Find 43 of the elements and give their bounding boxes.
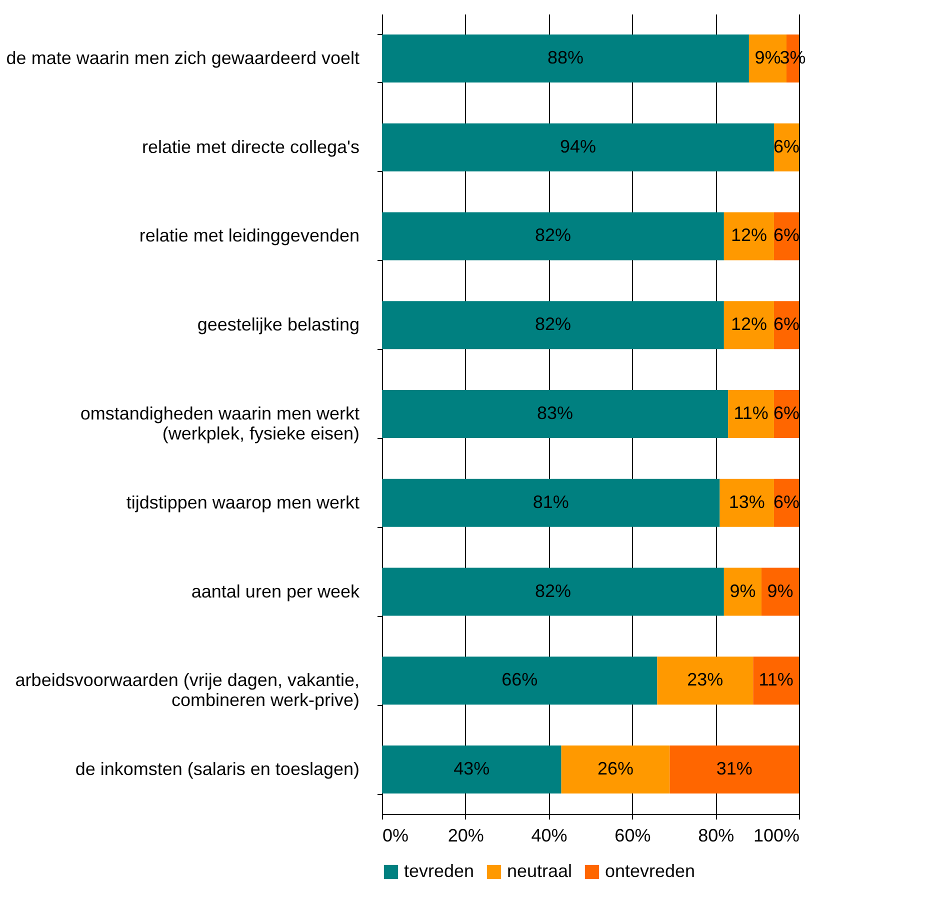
data-label: 9% bbox=[754, 47, 781, 68]
x-tick-label: 40% bbox=[531, 826, 568, 846]
y-tick-label: relatie met leidinggevenden bbox=[139, 226, 360, 246]
data-label: 83% bbox=[537, 403, 574, 423]
data-label: 43% bbox=[454, 758, 490, 779]
data-label: 13% bbox=[728, 492, 765, 512]
data-label: 6% bbox=[773, 225, 800, 246]
data-label: 11% bbox=[734, 403, 768, 423]
x-tick-label: 60% bbox=[614, 826, 651, 846]
x-tick-label: 0% bbox=[382, 826, 409, 846]
y-tick-label: de inkomsten (salaris en toeslagen) bbox=[75, 759, 360, 780]
data-label: 6% bbox=[773, 136, 800, 156]
x-tick-label: 100% bbox=[753, 826, 800, 846]
legend-label: tevreden bbox=[404, 861, 474, 881]
data-label: 88% bbox=[547, 47, 584, 68]
data-label: 9% bbox=[730, 580, 756, 601]
y-tick-label: de mate waarin men zich gewaardeerd voelt bbox=[6, 48, 360, 68]
data-label: 6% bbox=[773, 492, 800, 512]
data-label: 9% bbox=[767, 580, 794, 601]
legend-label: ontevreden bbox=[605, 861, 696, 881]
data-label: 11% bbox=[758, 670, 794, 690]
legend-label: neutraal bbox=[507, 861, 572, 881]
data-label: 6% bbox=[773, 314, 800, 334]
data-label: 26% bbox=[598, 758, 634, 779]
data-label: 12% bbox=[730, 225, 767, 246]
data-label: 82% bbox=[534, 225, 571, 246]
data-label: 66% bbox=[502, 670, 538, 690]
y-tick-label: aantal uren per week bbox=[191, 581, 360, 602]
data-label: 81% bbox=[532, 492, 569, 512]
x-tick-label: 20% bbox=[448, 826, 484, 846]
y-tick-label: relatie met directe collega's bbox=[142, 136, 360, 157]
y-tick-label: omstandigheden waarin men werkt (werkplek, fysieke eisen) bbox=[80, 404, 360, 444]
data-label: 31% bbox=[716, 758, 752, 779]
data-label: 94% bbox=[560, 136, 596, 156]
data-label: 82% bbox=[534, 580, 571, 601]
y-tick-label: geestelijke belasting bbox=[197, 314, 360, 335]
y-tick-label: arbeidsvoorwaarden (vrije dagen, vakantie, combineren werk-prive) bbox=[15, 670, 360, 710]
data-label: 6% bbox=[773, 403, 800, 423]
data-label: 23% bbox=[687, 670, 724, 690]
y-tick-label: tijdstippen waarop men werkt bbox=[126, 492, 360, 512]
data-label: 12% bbox=[730, 314, 767, 334]
x-tick-label: 80% bbox=[698, 826, 734, 846]
data-label: 82% bbox=[534, 314, 571, 334]
